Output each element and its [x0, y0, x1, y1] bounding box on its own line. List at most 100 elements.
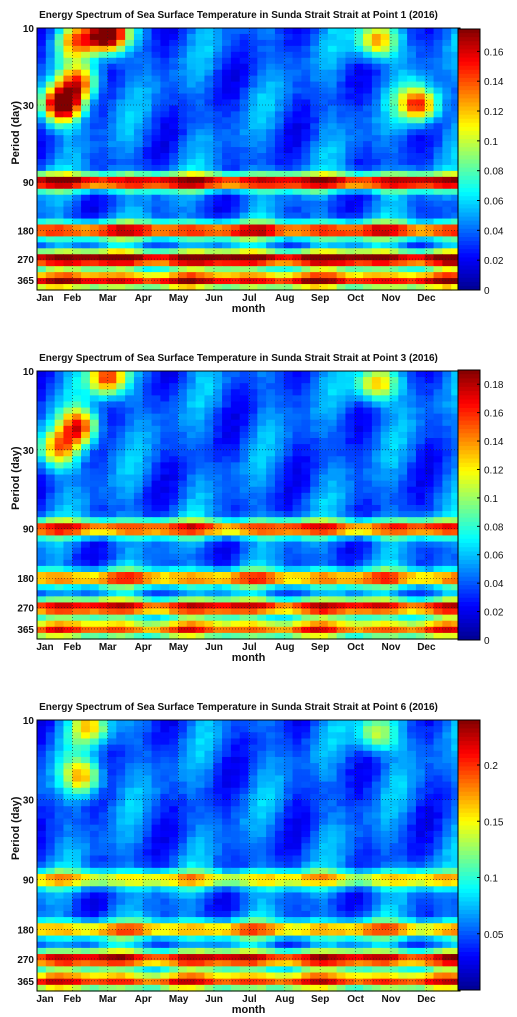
heatmap-cell — [134, 578, 143, 585]
heatmap-cell — [99, 52, 108, 59]
heatmap-cell — [416, 111, 425, 118]
heatmap-cell — [301, 468, 310, 475]
heatmap-cell — [434, 505, 443, 512]
colorbar-segment — [458, 463, 480, 468]
heatmap-cell — [337, 195, 346, 202]
heatmap-cell — [213, 111, 222, 118]
heatmap-cell — [116, 426, 125, 433]
heatmap-cell — [345, 46, 354, 53]
heatmap-cell — [90, 94, 99, 101]
heatmap-cell — [442, 117, 451, 124]
heatmap-cell — [169, 99, 178, 106]
heatmap-cell — [310, 165, 319, 172]
heatmap-cell — [310, 444, 319, 451]
heatmap-cell — [37, 751, 46, 758]
heatmap-cell — [337, 189, 346, 196]
heatmap-cell — [134, 487, 143, 494]
heatmap-cell — [293, 548, 302, 555]
heatmap-cell — [46, 517, 55, 524]
heatmap-cell — [372, 542, 381, 549]
heatmap-cell — [293, 99, 302, 106]
heatmap-cell — [416, 383, 425, 390]
heatmap-cell — [178, 395, 187, 402]
heatmap-cell — [275, 456, 284, 463]
heatmap-cell — [125, 420, 134, 427]
heatmap-cell — [63, 52, 72, 59]
heatmap-cell — [108, 542, 117, 549]
colorbar-tick-label: 0.06 — [484, 551, 504, 562]
heatmap-cell — [442, 438, 451, 445]
heatmap-cell — [108, 511, 117, 518]
heatmap-cell — [337, 40, 346, 47]
heatmap-cell — [204, 535, 213, 542]
heatmap-cell — [169, 147, 178, 154]
heatmap-cell — [434, 171, 443, 178]
heatmap-cell — [293, 147, 302, 154]
heatmap-cell — [425, 487, 434, 494]
heatmap-cell — [81, 254, 90, 261]
heatmap-cell — [152, 517, 161, 524]
heatmap-cell — [46, 58, 55, 65]
heatmap-cell — [416, 499, 425, 506]
heatmap-cell — [416, 627, 425, 634]
heatmap-cell — [284, 248, 293, 255]
heatmap-cell — [310, 189, 319, 196]
colorbar-segment — [458, 416, 480, 421]
heatmap-cell — [416, 225, 425, 232]
heatmap-cell — [381, 111, 390, 118]
heatmap-cell — [37, 58, 46, 65]
heatmap-cell — [328, 266, 337, 273]
heatmap-cell — [143, 493, 152, 500]
heatmap-cell — [116, 738, 125, 745]
heatmap-cell — [204, 726, 213, 733]
heatmap-cell — [196, 769, 205, 776]
heatmap-cell — [257, 475, 266, 482]
heatmap-cell — [99, 213, 108, 220]
heatmap-cell — [196, 408, 205, 415]
heatmap-cell — [416, 260, 425, 267]
heatmap-cell — [293, 135, 302, 142]
heatmap-cell — [266, 242, 275, 249]
heatmap-cell — [169, 738, 178, 745]
heatmap-cell — [108, 481, 117, 488]
heatmap-cell — [266, 389, 275, 396]
heatmap-cell — [310, 88, 319, 95]
heatmap-cell — [81, 123, 90, 130]
heatmap-cell — [108, 732, 117, 739]
heatmap-cell — [310, 135, 319, 142]
heatmap-cell — [442, 159, 451, 166]
heatmap-cell — [240, 46, 249, 53]
heatmap-cell — [196, 475, 205, 482]
heatmap-cell — [363, 117, 372, 124]
heatmap-cell — [284, 468, 293, 475]
heatmap-cell — [37, 141, 46, 148]
heatmap-cell — [213, 177, 222, 184]
heatmap-cell — [372, 572, 381, 579]
heatmap-cell — [240, 738, 249, 745]
heatmap-cell — [63, 529, 72, 536]
heatmap-cell — [46, 757, 55, 764]
heatmap-cell — [266, 88, 275, 95]
heatmap-cell — [416, 763, 425, 770]
heatmap-cell — [37, 88, 46, 95]
heatmap-cell — [213, 52, 222, 59]
heatmap-cell — [301, 627, 310, 634]
heatmap-cell — [204, 590, 213, 597]
heatmap-cell — [196, 444, 205, 451]
heatmap-cell — [249, 775, 258, 782]
heatmap-cell — [37, 135, 46, 142]
heatmap-cell — [407, 493, 416, 500]
heatmap-cell — [275, 432, 284, 439]
heatmap-cell — [116, 523, 125, 530]
heatmap-cell — [222, 70, 231, 77]
heatmap-cell — [257, 775, 266, 782]
heatmap-cell — [398, 438, 407, 445]
heatmap-cell — [310, 183, 319, 190]
heatmap-cell — [134, 560, 143, 567]
heatmap-cell — [328, 165, 337, 172]
heatmap-cell — [222, 219, 231, 226]
heatmap-cell — [310, 535, 319, 542]
heatmap-cell — [72, 621, 81, 628]
heatmap-cell — [337, 775, 346, 782]
heatmap-cell — [231, 266, 240, 273]
